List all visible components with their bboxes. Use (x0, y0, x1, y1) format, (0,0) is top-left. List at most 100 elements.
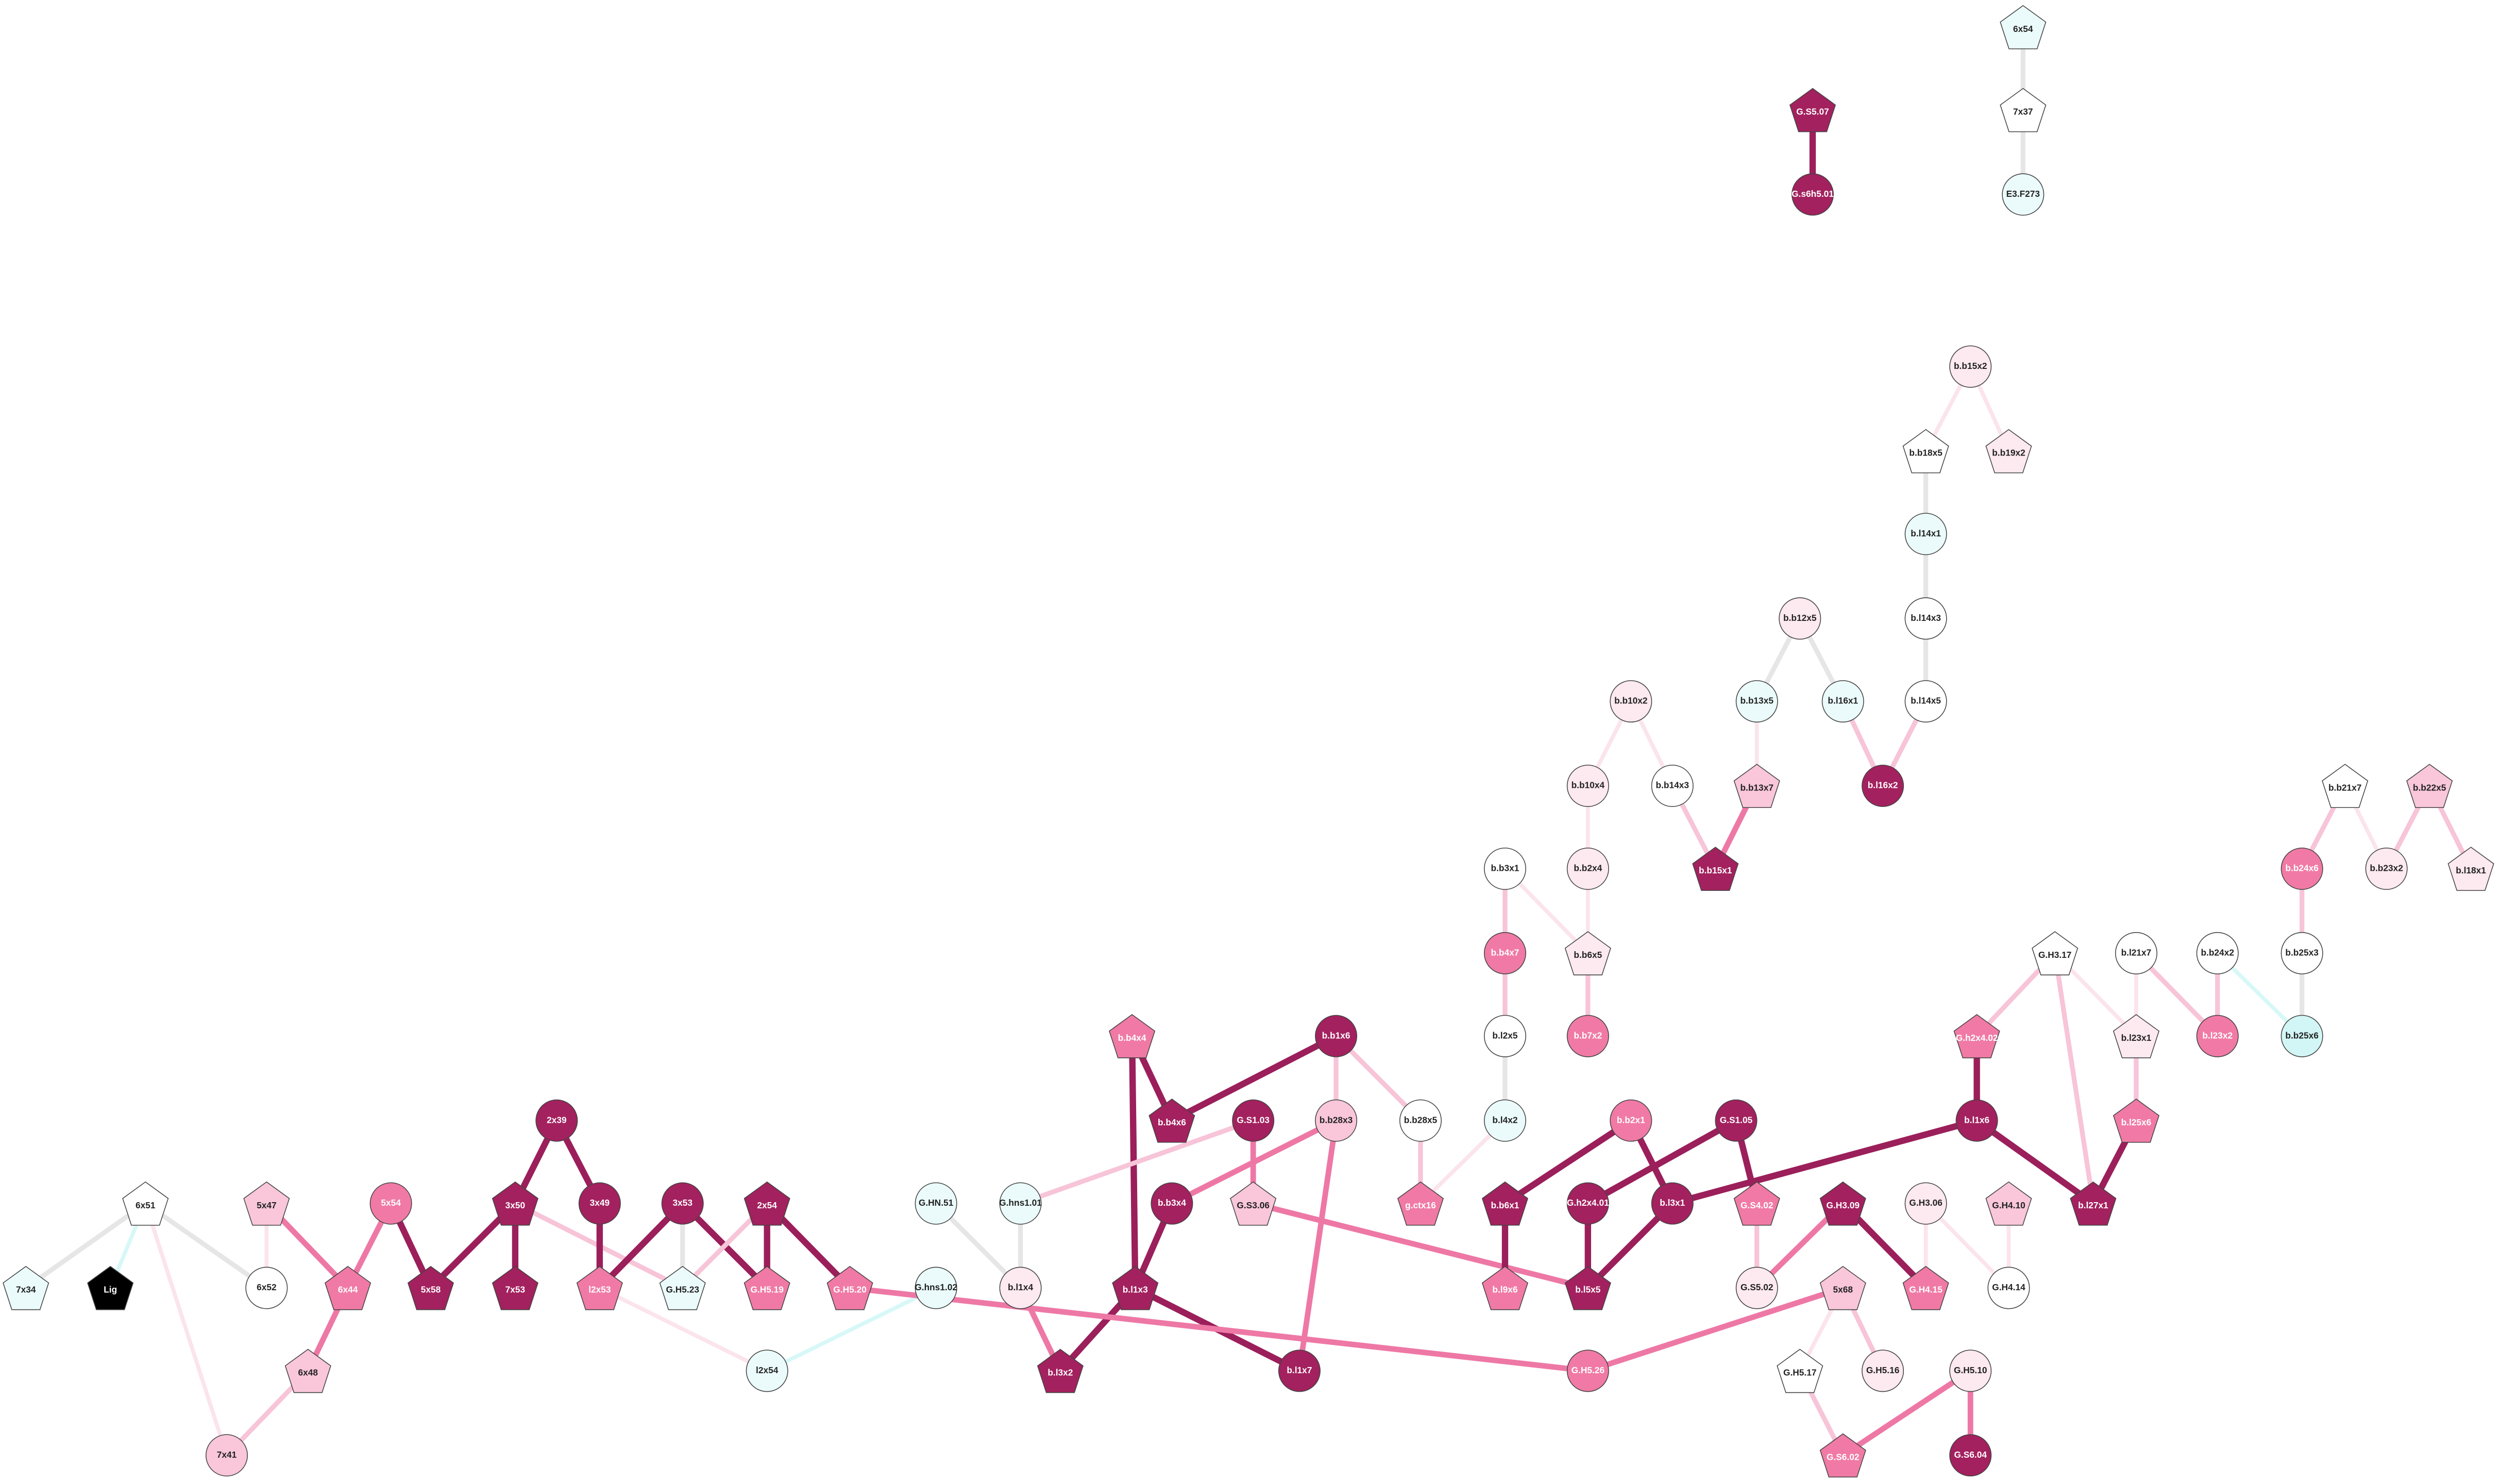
node-label: b.l1x3 (1123, 1285, 1148, 1295)
node: G.H4.14 (1987, 1267, 2030, 1309)
node-pentagon (1953, 1014, 2000, 1058)
node: b.l21x7 (2115, 932, 2157, 974)
node: G.H3.17 (2032, 931, 2079, 975)
node-label: b.b6x1 (1491, 1200, 1519, 1210)
edge (1669, 1117, 1980, 1207)
node-label: b.b10x4 (1572, 780, 1605, 790)
nodes: 6x54 7x37 E3.F273 G.S5.07 G.s6h5.01 b.b15x2 b.… (3, 5, 2494, 1478)
node-label: b.b13x7 (1740, 782, 1773, 792)
node-circle (1949, 1434, 1992, 1477)
node: G.h2x4.01 (1566, 1182, 1609, 1225)
node: G.H5.10 (1949, 1350, 1992, 1392)
node: 5x47 (243, 1181, 290, 1226)
node-label: l2x54 (756, 1365, 779, 1375)
node-label: b.b18x5 (1909, 448, 1942, 458)
node-label: 2x54 (757, 1200, 777, 1210)
node: G.H5.16 (1862, 1350, 1904, 1392)
node-label: b.l21x7 (2121, 947, 2152, 957)
node-pentagon (87, 1266, 134, 1310)
node-label: G.H5.19 (750, 1285, 783, 1295)
node-label: 5x54 (381, 1198, 401, 1208)
node-pentagon (1112, 1266, 1159, 1310)
node: 6x52 (245, 1267, 288, 1309)
node: 5x54 (369, 1182, 412, 1225)
node: b.b4x7 (1483, 932, 1526, 974)
node-pentagon (1819, 1266, 1866, 1310)
node-pentagon (325, 1266, 371, 1310)
node: b.b23x2 (2365, 847, 2408, 890)
node-pentagon (1819, 1181, 1866, 1226)
node-pentagon (1789, 88, 1836, 132)
node-pentagon (2447, 847, 2494, 891)
node-label: 5x58 (421, 1285, 441, 1295)
node-label: b.b21x7 (2328, 782, 2361, 792)
edge (143, 1201, 269, 1291)
node-pentagon (243, 1181, 290, 1226)
node-pentagon (1564, 931, 1611, 975)
node-label: Lig (104, 1285, 117, 1295)
edge (1169, 1033, 1340, 1124)
node-pentagon (1902, 1266, 1949, 1310)
node-circle (2281, 1015, 2323, 1057)
node-circle (1651, 765, 1694, 807)
node: b.l9x6 (1481, 1266, 1529, 1310)
node-circle (1987, 1267, 2030, 1309)
node-label: b.b19x2 (1992, 448, 2025, 458)
node-circle (915, 1182, 957, 1225)
node-pentagon (744, 1266, 790, 1310)
node: b.b2x1 (1610, 1099, 1652, 1142)
node-pentagon (492, 1266, 538, 1310)
node-pentagon (1692, 847, 1739, 891)
node-label: b.b10x2 (1614, 696, 1647, 706)
node: 3x49 (578, 1182, 621, 1225)
node-pentagon (2000, 5, 2047, 49)
node: G.s6h5.01 (1791, 173, 1834, 216)
node-pentagon (659, 1266, 706, 1310)
node: 6x51 (122, 1181, 169, 1226)
edge (143, 1201, 229, 1458)
node-pentagon (284, 1348, 331, 1393)
node: 7x34 (3, 1266, 49, 1310)
edge (847, 1285, 1591, 1374)
node-pentagon (1397, 1181, 1444, 1226)
node-label: 6x51 (136, 1200, 156, 1210)
node-circle (1278, 1350, 1321, 1392)
node-label: G.H5.26 (1572, 1365, 1604, 1375)
node: b.l3x1 (1651, 1182, 1694, 1225)
node-circle (1791, 173, 1834, 216)
node-label: b.l1x6 (1964, 1115, 1989, 1125)
node: b.b19x2 (1985, 429, 2032, 474)
node-label: b.b14x3 (1656, 780, 1689, 790)
node: b.b13x5 (1735, 680, 1778, 723)
node: 2x54 (744, 1181, 790, 1226)
node-label: b.b4x7 (1491, 947, 1519, 957)
node-circle (2281, 847, 2323, 890)
node: G.H5.19 (744, 1266, 790, 1310)
node-circle (1483, 1099, 1526, 1142)
node-label: G.H5.16 (1866, 1365, 1899, 1375)
edge (1018, 1118, 1256, 1206)
node-label: G.S6.04 (1954, 1449, 1987, 1460)
node: b.b14x3 (1651, 765, 1694, 807)
node-label: b.b2x4 (1574, 863, 1602, 873)
node-pentagon (1819, 1433, 1866, 1478)
node-label: b.l14x3 (1911, 613, 1941, 623)
node: b.l16x1 (1821, 680, 1864, 723)
node: G.H5.20 (826, 1266, 873, 1310)
node-pentagon (2406, 764, 2453, 808)
node: b.l5x5 (1564, 1266, 1611, 1310)
node: b.b15x1 (1692, 847, 1739, 891)
node-circle (369, 1182, 412, 1225)
node-label: b.l14x1 (1911, 528, 1941, 538)
edge (1840, 1368, 1973, 1458)
node-pentagon (2113, 1098, 2160, 1143)
node: b.b4x6 (1148, 1098, 1195, 1143)
node: b.b2x4 (1566, 847, 1609, 890)
node: b.b28x3 (1315, 1099, 1358, 1142)
node-circle (1735, 1267, 1778, 1309)
node-label: b.b15x2 (1954, 361, 1987, 371)
node-label: b.l3x2 (1048, 1368, 1073, 1378)
node-label: b.b25x3 (2285, 947, 2318, 957)
node-pentagon (2000, 88, 2047, 132)
